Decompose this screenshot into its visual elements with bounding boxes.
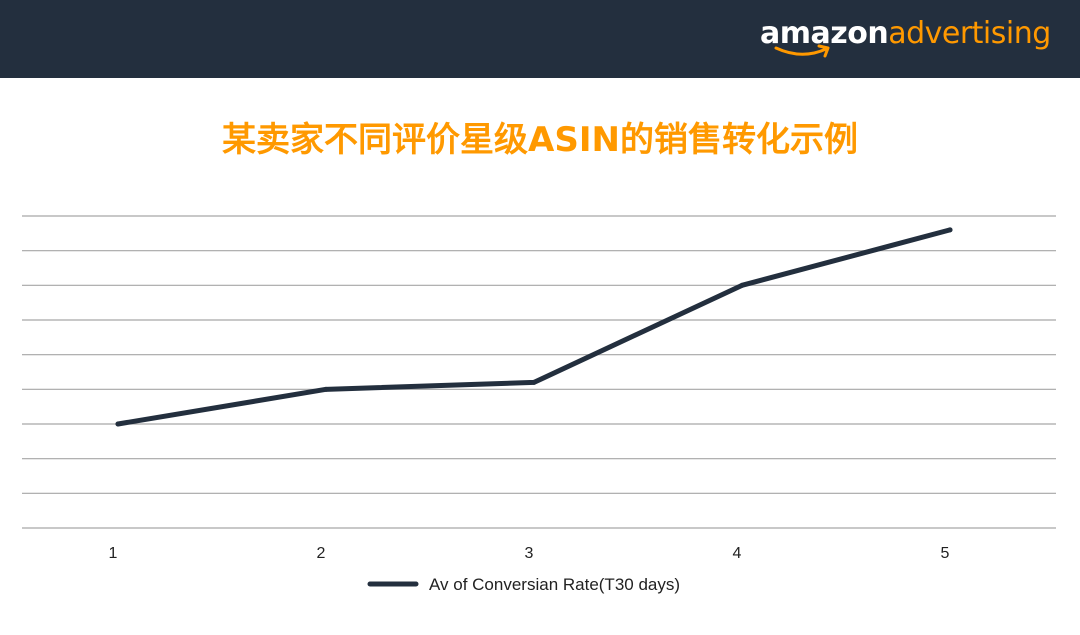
x-tick-label: 2 — [317, 545, 326, 562]
x-axis-tick-labels: 1 2 3 4 5 — [109, 545, 950, 562]
data-point — [531, 379, 537, 385]
legend-label: Av of Conversian Rate(T30 days) — [429, 575, 680, 594]
data-point — [739, 282, 745, 288]
data-point — [323, 386, 329, 392]
x-tick-label: 3 — [525, 545, 534, 562]
x-tick-label: 4 — [733, 545, 742, 562]
chart-series — [115, 227, 953, 427]
chart-title: 某卖家不同评价星级ASIN的销售转化示例 — [222, 120, 858, 160]
data-point — [115, 421, 121, 427]
data-point — [947, 227, 953, 233]
smile-arrow-icon — [774, 44, 830, 58]
header-bar: amazonadvertising — [0, 0, 1080, 78]
logo-text-advertising: advertising — [888, 16, 1051, 51]
amazon-advertising-logo: amazonadvertising — [760, 14, 1051, 64]
x-tick-label: 5 — [941, 545, 950, 562]
chart-legend: Av of Conversian Rate(T30 days) — [367, 575, 680, 594]
chart-gridlines — [22, 215, 1056, 529]
series-line — [115, 227, 953, 427]
x-tick-label: 1 — [109, 545, 118, 562]
logo-text-amazon: amazon — [760, 16, 889, 51]
